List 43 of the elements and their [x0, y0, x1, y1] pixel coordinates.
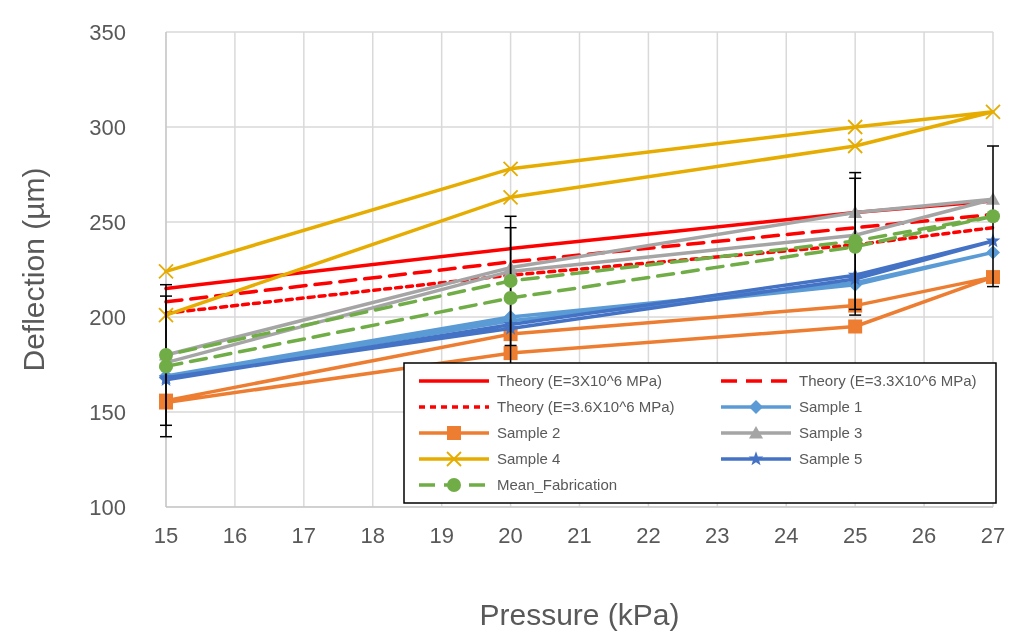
legend-label: Sample 2 — [497, 424, 561, 442]
legend-label: Theory (E=3.3X10^6 MPa) — [799, 372, 977, 390]
x-axis-title: Pressure (kPa) — [479, 598, 680, 631]
point — [847, 138, 864, 154]
legend-label: Sample 1 — [799, 398, 863, 416]
x-tick-label: 16 — [222, 523, 248, 548]
y-tick-label: 200 — [89, 304, 126, 330]
y-tick-label: 350 — [89, 19, 126, 45]
x-tick-label: 17 — [291, 523, 317, 548]
point — [986, 209, 1000, 224]
x-tick-label: 15 — [153, 523, 179, 548]
y-axis-title: Deflection (µm) — [17, 167, 50, 372]
legend-label: Mean_Fabrication — [497, 476, 618, 494]
x-tick-label: 25 — [842, 523, 868, 548]
point — [848, 319, 863, 334]
legend-label: Theory (E=3.6X10^6 MPa) — [497, 398, 675, 416]
legend-label: Theory (E=3X10^6 MPa) — [497, 372, 663, 390]
x-tick-label: 24 — [774, 523, 799, 548]
point — [985, 103, 1001, 120]
legend-label: Sample 4 — [497, 450, 561, 468]
y-tick-label: 250 — [89, 209, 126, 235]
point — [503, 291, 518, 305]
y-tick-label: 300 — [89, 114, 126, 140]
point — [158, 263, 174, 280]
x-tick-label: 22 — [636, 523, 661, 548]
x-tick-label: 18 — [360, 523, 385, 548]
point — [502, 189, 519, 206]
point — [158, 307, 174, 323]
x-tick-label: 20 — [498, 523, 523, 548]
legend-label: Sample 5 — [799, 450, 863, 468]
x-tick-label: 19 — [429, 523, 454, 548]
point — [847, 119, 864, 135]
point — [503, 273, 518, 288]
y-tick-label: 150 — [89, 399, 126, 425]
x-tick-label: 26 — [911, 523, 937, 548]
y-tick-label: 100 — [89, 494, 126, 520]
x-tick-label: 21 — [567, 523, 592, 548]
legend-label: Sample 3 — [799, 424, 863, 442]
x-tick-label: 23 — [705, 523, 730, 548]
x-tick-label: 27 — [980, 523, 1006, 548]
point — [503, 346, 518, 361]
line-series — [164, 225, 995, 315]
point — [502, 160, 519, 177]
